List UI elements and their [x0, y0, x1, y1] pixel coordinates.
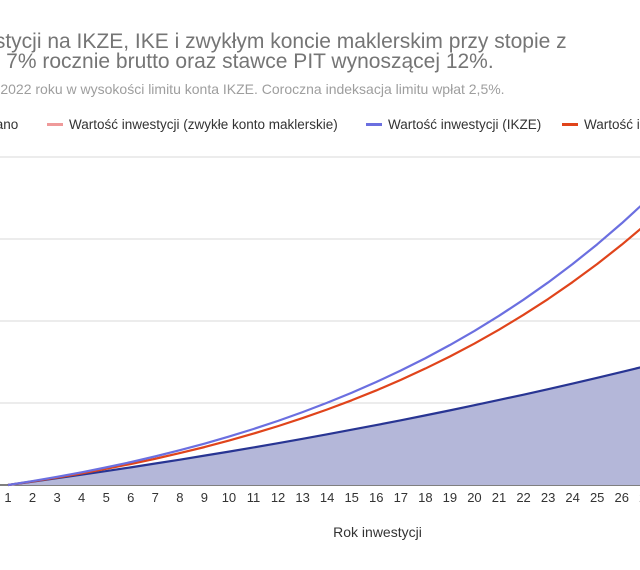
x-tick-label: 10	[222, 490, 236, 505]
chart-legend: wano Wartość inwestycji (zwykłe konto ma…	[0, 117, 640, 137]
x-tick-label: 4	[78, 490, 85, 505]
legend-item-ike: Wartość i	[562, 117, 640, 132]
x-tick-label: 7	[152, 490, 159, 505]
series-line	[7, 205, 640, 487]
x-tick-label: 14	[320, 490, 334, 505]
x-tick-label: 21	[492, 490, 506, 505]
x-tick-label: 16	[369, 490, 383, 505]
chart-title-line-2: ej 7% rocznie brutto oraz stawce PIT wyn…	[0, 50, 494, 73]
x-tick-label: 17	[394, 490, 408, 505]
x-tick-label: 13	[295, 490, 309, 505]
x-tick-label: 25	[590, 490, 604, 505]
legend-swatch	[47, 122, 63, 126]
x-tick-label: 15	[344, 490, 358, 505]
series-line	[7, 366, 640, 487]
series-area-wano	[8, 367, 640, 485]
chart-title-line-1: westycji na IKZE, IKE i zwykłym koncie m…	[0, 30, 567, 53]
legend-swatch	[562, 122, 578, 126]
legend-item-ikze: Wartość inwestycji (IKZE)	[366, 117, 541, 132]
x-tick-label: 1	[4, 490, 11, 505]
x-tick-label: 9	[201, 490, 208, 505]
x-tick-label: 22	[516, 490, 530, 505]
x-tick-label: 2	[29, 490, 36, 505]
x-tick-label: 3	[53, 490, 60, 505]
series-line	[7, 227, 640, 487]
legend-item-label: Wartość inwestycji (IKZE)	[388, 117, 542, 132]
x-tick-label: 18	[418, 490, 432, 505]
x-tick-label: 24	[565, 490, 579, 505]
x-tick-label: 12	[271, 490, 285, 505]
legend-item-label: Wartość i	[584, 117, 640, 132]
x-tick-label: 23	[541, 490, 555, 505]
legend-item-label: Wartość inwestycji (zwykłe konto maklers…	[69, 117, 338, 132]
legend-swatch	[366, 122, 382, 126]
x-tick-label: 20	[467, 490, 481, 505]
x-tick-label: 11	[247, 490, 261, 505]
legend-item-invested: wano	[0, 117, 18, 132]
x-tick-label: 8	[176, 490, 183, 505]
legend-item-label: wano	[0, 117, 19, 132]
chart-subtitle: ątku 2022 roku w wysokości limitu konta …	[0, 81, 505, 97]
x-tick-label: 19	[443, 490, 457, 505]
x-axis-title: Rok inwestycji	[333, 524, 422, 540]
x-tick-label: 6	[127, 490, 134, 505]
x-tick-label: 26	[615, 490, 629, 505]
x-tick-label: 5	[103, 490, 110, 505]
legend-item-brokerage: Wartość inwestycji (zwykłe konto maklers…	[47, 117, 338, 132]
